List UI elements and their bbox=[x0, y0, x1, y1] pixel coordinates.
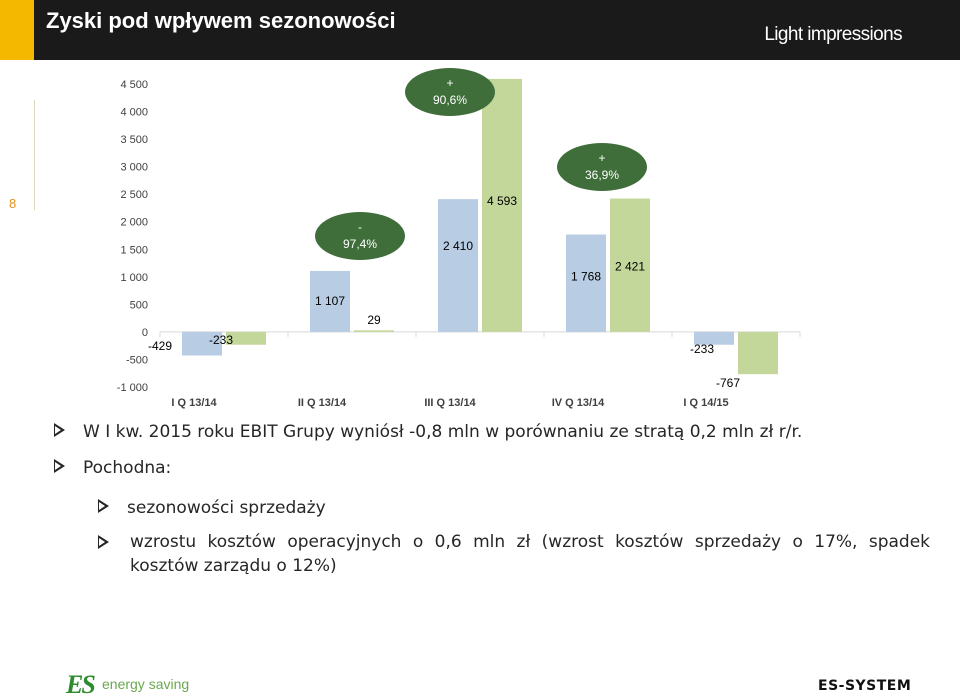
annotation-value: 36,9% bbox=[585, 168, 619, 182]
y-tick-label: 1 000 bbox=[120, 272, 148, 284]
bullet-arrow-icon bbox=[54, 423, 65, 437]
annotation-sign: - bbox=[358, 220, 362, 234]
x-tick-label: II Q 13/14 bbox=[298, 397, 347, 409]
data-label: 29 bbox=[367, 313, 381, 327]
y-tick-label: 0 bbox=[142, 327, 148, 339]
y-tick-label: 3 000 bbox=[120, 162, 148, 174]
brand-tagline: Light impressions bbox=[764, 24, 902, 45]
chart-bar bbox=[694, 331, 734, 345]
sub-bullet-item: sezonowości sprzedaży bbox=[98, 498, 326, 518]
slide-title: Zyski pod wpływem sezonowości bbox=[46, 8, 396, 33]
y-tick-label: 1 500 bbox=[120, 244, 148, 256]
data-label: 1 768 bbox=[571, 270, 601, 284]
ebit-bar-chart: 4 500 4 000 3 500 3 000 2 500 2 000 1 500 1 000… bbox=[117, 68, 801, 409]
data-label: -767 bbox=[716, 376, 740, 390]
chart-bar bbox=[482, 78, 522, 332]
y-tick-label: 500 bbox=[130, 299, 148, 311]
bullet-text: sezonowości sprzedaży bbox=[127, 498, 326, 518]
y-tick-label: 2 500 bbox=[120, 189, 148, 201]
annotation-sign: + bbox=[598, 151, 605, 165]
bullet-item: Pochodna: bbox=[54, 458, 171, 478]
data-label: 2 421 bbox=[615, 260, 645, 274]
annotation-bubble bbox=[405, 68, 495, 116]
y-tick-label: -1 000 bbox=[117, 382, 148, 394]
annotation-value: 90,6% bbox=[433, 93, 467, 107]
y-tick-label: 3 500 bbox=[120, 134, 148, 146]
slide-number: 8 bbox=[9, 196, 17, 211]
x-tick-label: I Q 14/15 bbox=[683, 397, 728, 409]
decorative-divider bbox=[34, 100, 35, 210]
data-label: 4 593 bbox=[487, 194, 517, 208]
data-label: -233 bbox=[690, 342, 714, 356]
chart-bar bbox=[226, 331, 266, 345]
slide-header: Zyski pod wpływem sezonowości Light impr… bbox=[0, 0, 960, 60]
bullet-item: W I kw. 2015 roku EBIT Grupy wyniósł -0,… bbox=[54, 422, 802, 442]
x-tick-label: I Q 13/14 bbox=[171, 397, 217, 409]
bullet-text: W I kw. 2015 roku EBIT Grupy wyniósł -0,… bbox=[83, 422, 803, 442]
x-tick-label: III Q 13/14 bbox=[424, 397, 476, 409]
y-tick-label: 2 000 bbox=[120, 217, 148, 229]
annotation-value: 97,4% bbox=[343, 237, 377, 251]
sub-bullet-item: wzrostu kosztów operacyjnych o 0,6 mln z… bbox=[98, 530, 930, 578]
chart-bar bbox=[310, 270, 350, 332]
es-logo-mark: ES bbox=[66, 670, 96, 699]
bullet-arrow-icon bbox=[98, 499, 109, 513]
header-accent-bar bbox=[0, 0, 34, 60]
chart-bar bbox=[354, 330, 394, 332]
chart-bar bbox=[738, 331, 778, 375]
chart-bar bbox=[610, 198, 650, 332]
chart-bar bbox=[182, 331, 222, 356]
company-logo: ES-SYSTEM bbox=[818, 678, 912, 694]
annotation-bubble bbox=[315, 212, 405, 260]
x-tick-label: IV Q 13/14 bbox=[552, 397, 605, 409]
chart-bar bbox=[566, 234, 606, 332]
bullet-arrow-icon bbox=[98, 535, 109, 549]
data-label: -233 bbox=[209, 333, 233, 347]
annotation-sign: + bbox=[446, 76, 453, 90]
annotation-bubble bbox=[557, 143, 647, 191]
bullet-text: wzrostu kosztów operacyjnych o 0,6 mln z… bbox=[130, 532, 930, 576]
y-tick-label: -500 bbox=[126, 354, 148, 366]
bullet-arrow-icon bbox=[54, 459, 65, 473]
data-label: 1 107 bbox=[315, 294, 345, 308]
logo-text: energy saving bbox=[102, 676, 190, 692]
data-label: 2 410 bbox=[443, 239, 473, 253]
chart-bar bbox=[438, 199, 478, 332]
data-label: -429 bbox=[148, 339, 172, 353]
bullet-text: Pochodna: bbox=[83, 458, 172, 478]
y-tick-label: 4 500 bbox=[120, 79, 148, 91]
y-tick-label: 4 000 bbox=[120, 107, 148, 119]
